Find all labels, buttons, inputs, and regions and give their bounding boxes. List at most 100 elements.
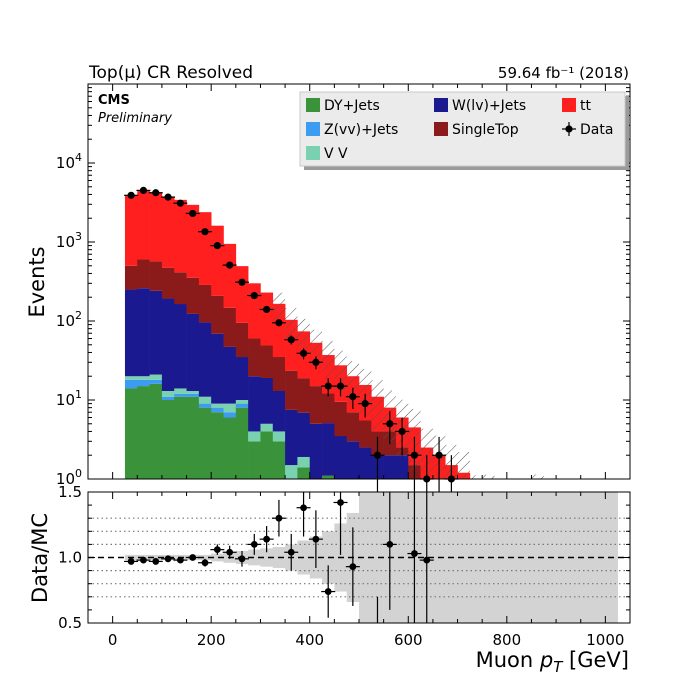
bar-w-lv-jets-0 [124,289,138,377]
hatch-bin-24 [420,428,433,479]
legend-label-dy-jets: DY+Jets [324,98,380,114]
data-point-6 [201,228,209,236]
bar-tt-0 [124,195,138,266]
bar-singletop-12 [272,357,286,391]
bar-dy-jets-5 [186,396,200,479]
ratio-band-bin-10 [248,549,261,566]
ratio-point-8 [226,548,234,556]
ratio-point-12 [275,514,283,522]
hatch-bin-13 [285,308,298,338]
bar-v-v-0 [124,376,138,380]
y-tick-label-2: 102 [56,309,82,330]
legend: DY+Jets W(lv)+Jets tt Z(vv)+Jets SingleTop Da… [299,91,629,170]
bar-w-lv-jets-11 [260,377,274,424]
bar-w-lv-jets-12 [272,390,286,432]
data-point-8 [226,261,234,269]
ratio-point-0 [127,558,135,565]
ratio-point-6 [201,559,209,567]
data-point-17 [336,382,345,390]
ratio-point-11 [263,535,271,543]
bar-w-lv-jets-4 [174,304,187,389]
bar-v-v-13 [285,465,298,479]
ratio-point-20 [386,541,394,548]
hatch-bin-33 [531,474,544,479]
y-tick-label-4: 104 [56,151,82,172]
data-point-7 [213,242,221,250]
bar-singletop-19 [359,420,372,448]
y-tick-label-exp-1: 1 [75,388,82,401]
bar-singletop-8 [223,307,237,347]
bar-tt-3 [161,196,175,268]
legend-label-v-v: V V [324,146,348,162]
hatch-bin-29 [482,474,495,479]
bar-singletop-9 [235,322,249,358]
legend-swatch-tt [562,98,576,112]
x-title-part: Muon [476,648,540,672]
x-tick-label-5: 1000 [586,631,624,649]
bar-z-vv-jets-2 [149,379,163,384]
experiment-label: CMS [98,93,130,108]
bar-w-lv-jets-7 [211,333,224,404]
hatch-bin-15 [309,329,323,365]
bar-dy-jets-7 [211,412,224,479]
luminosity-label: 59.64 fb⁻¹ (2018) [498,64,629,82]
bar-v-v-15 [310,479,323,503]
x-title-unit: [GeV] [562,648,629,672]
bar-v-v-5 [186,390,200,394]
hatch-bin-12 [272,292,286,321]
bar-singletop-3 [161,267,175,299]
ratio-point-15 [312,535,320,543]
ratio-band-bin-11 [260,548,274,567]
bar-v-v-2 [149,374,163,380]
x-tick-label-0: 0 [108,631,118,649]
bar-w-lv-jets-8 [223,346,237,404]
bar-w-lv-jets-18 [346,441,360,479]
bar-w-lv-jets-15 [309,423,323,479]
ratio-band-bin-32 [519,492,532,623]
ratio-y-tick-label-0: 0.5 [58,614,82,632]
legend-marker-data [565,125,573,133]
y-tick-label-3: 103 [56,230,82,251]
ratio-y-tick-label-2: 1.5 [58,483,82,501]
status-label: Preliminary [98,111,172,126]
bar-singletop-16 [322,393,335,424]
legend-label-singletop: SingleTop [452,122,519,138]
bar-singletop-10 [248,338,261,377]
data-point-15 [312,358,320,366]
ratio-band-bin-37 [580,492,594,623]
bar-w-lv-jets-6 [198,322,212,397]
bar-z-vv-jets-6 [198,403,212,408]
bar-z-vv-jets-1 [137,379,150,387]
bar-v-v-6 [198,396,212,404]
ratio-band-bin-19 [359,492,372,623]
ratio-point-18 [349,563,357,571]
bar-w-lv-jets-22 [395,455,409,479]
ratio-point-17 [337,499,344,506]
ratio-point-2 [152,558,160,565]
chart-title: Top(μ) CR Resolved [88,63,253,83]
data-point-20 [373,451,382,459]
bar-w-lv-jets-2 [149,290,163,375]
hatch-bin-17 [334,350,347,392]
bar-dy-jets-6 [198,407,212,479]
x-tick-label-4: 800 [492,631,521,649]
bar-z-vv-jets-4 [174,393,187,397]
ratio-band-bin-2 [149,554,163,561]
ratio-point-4 [176,556,184,564]
bar-w-lv-jets-17 [334,436,347,479]
legend-label-tt: tt [580,98,591,114]
legend-swatch-z-vv-jets [306,122,320,136]
ratio-frame [87,491,631,624]
bar-tt-11 [260,292,274,346]
bar-w-lv-jets-16 [322,423,335,476]
bar-dy-jets-3 [161,400,175,479]
ratio-point-3 [164,555,172,563]
bar-w-lv-jets-3 [161,298,175,391]
hatch-bin-16 [322,341,335,379]
ratio-band-bin-20 [371,492,384,623]
bar-dy-jets-0 [124,388,138,479]
ratio-point-13 [287,548,295,556]
data-point-10 [250,291,258,300]
ratio-band-bin-7 [211,553,224,562]
ratio-point-7 [213,546,221,554]
